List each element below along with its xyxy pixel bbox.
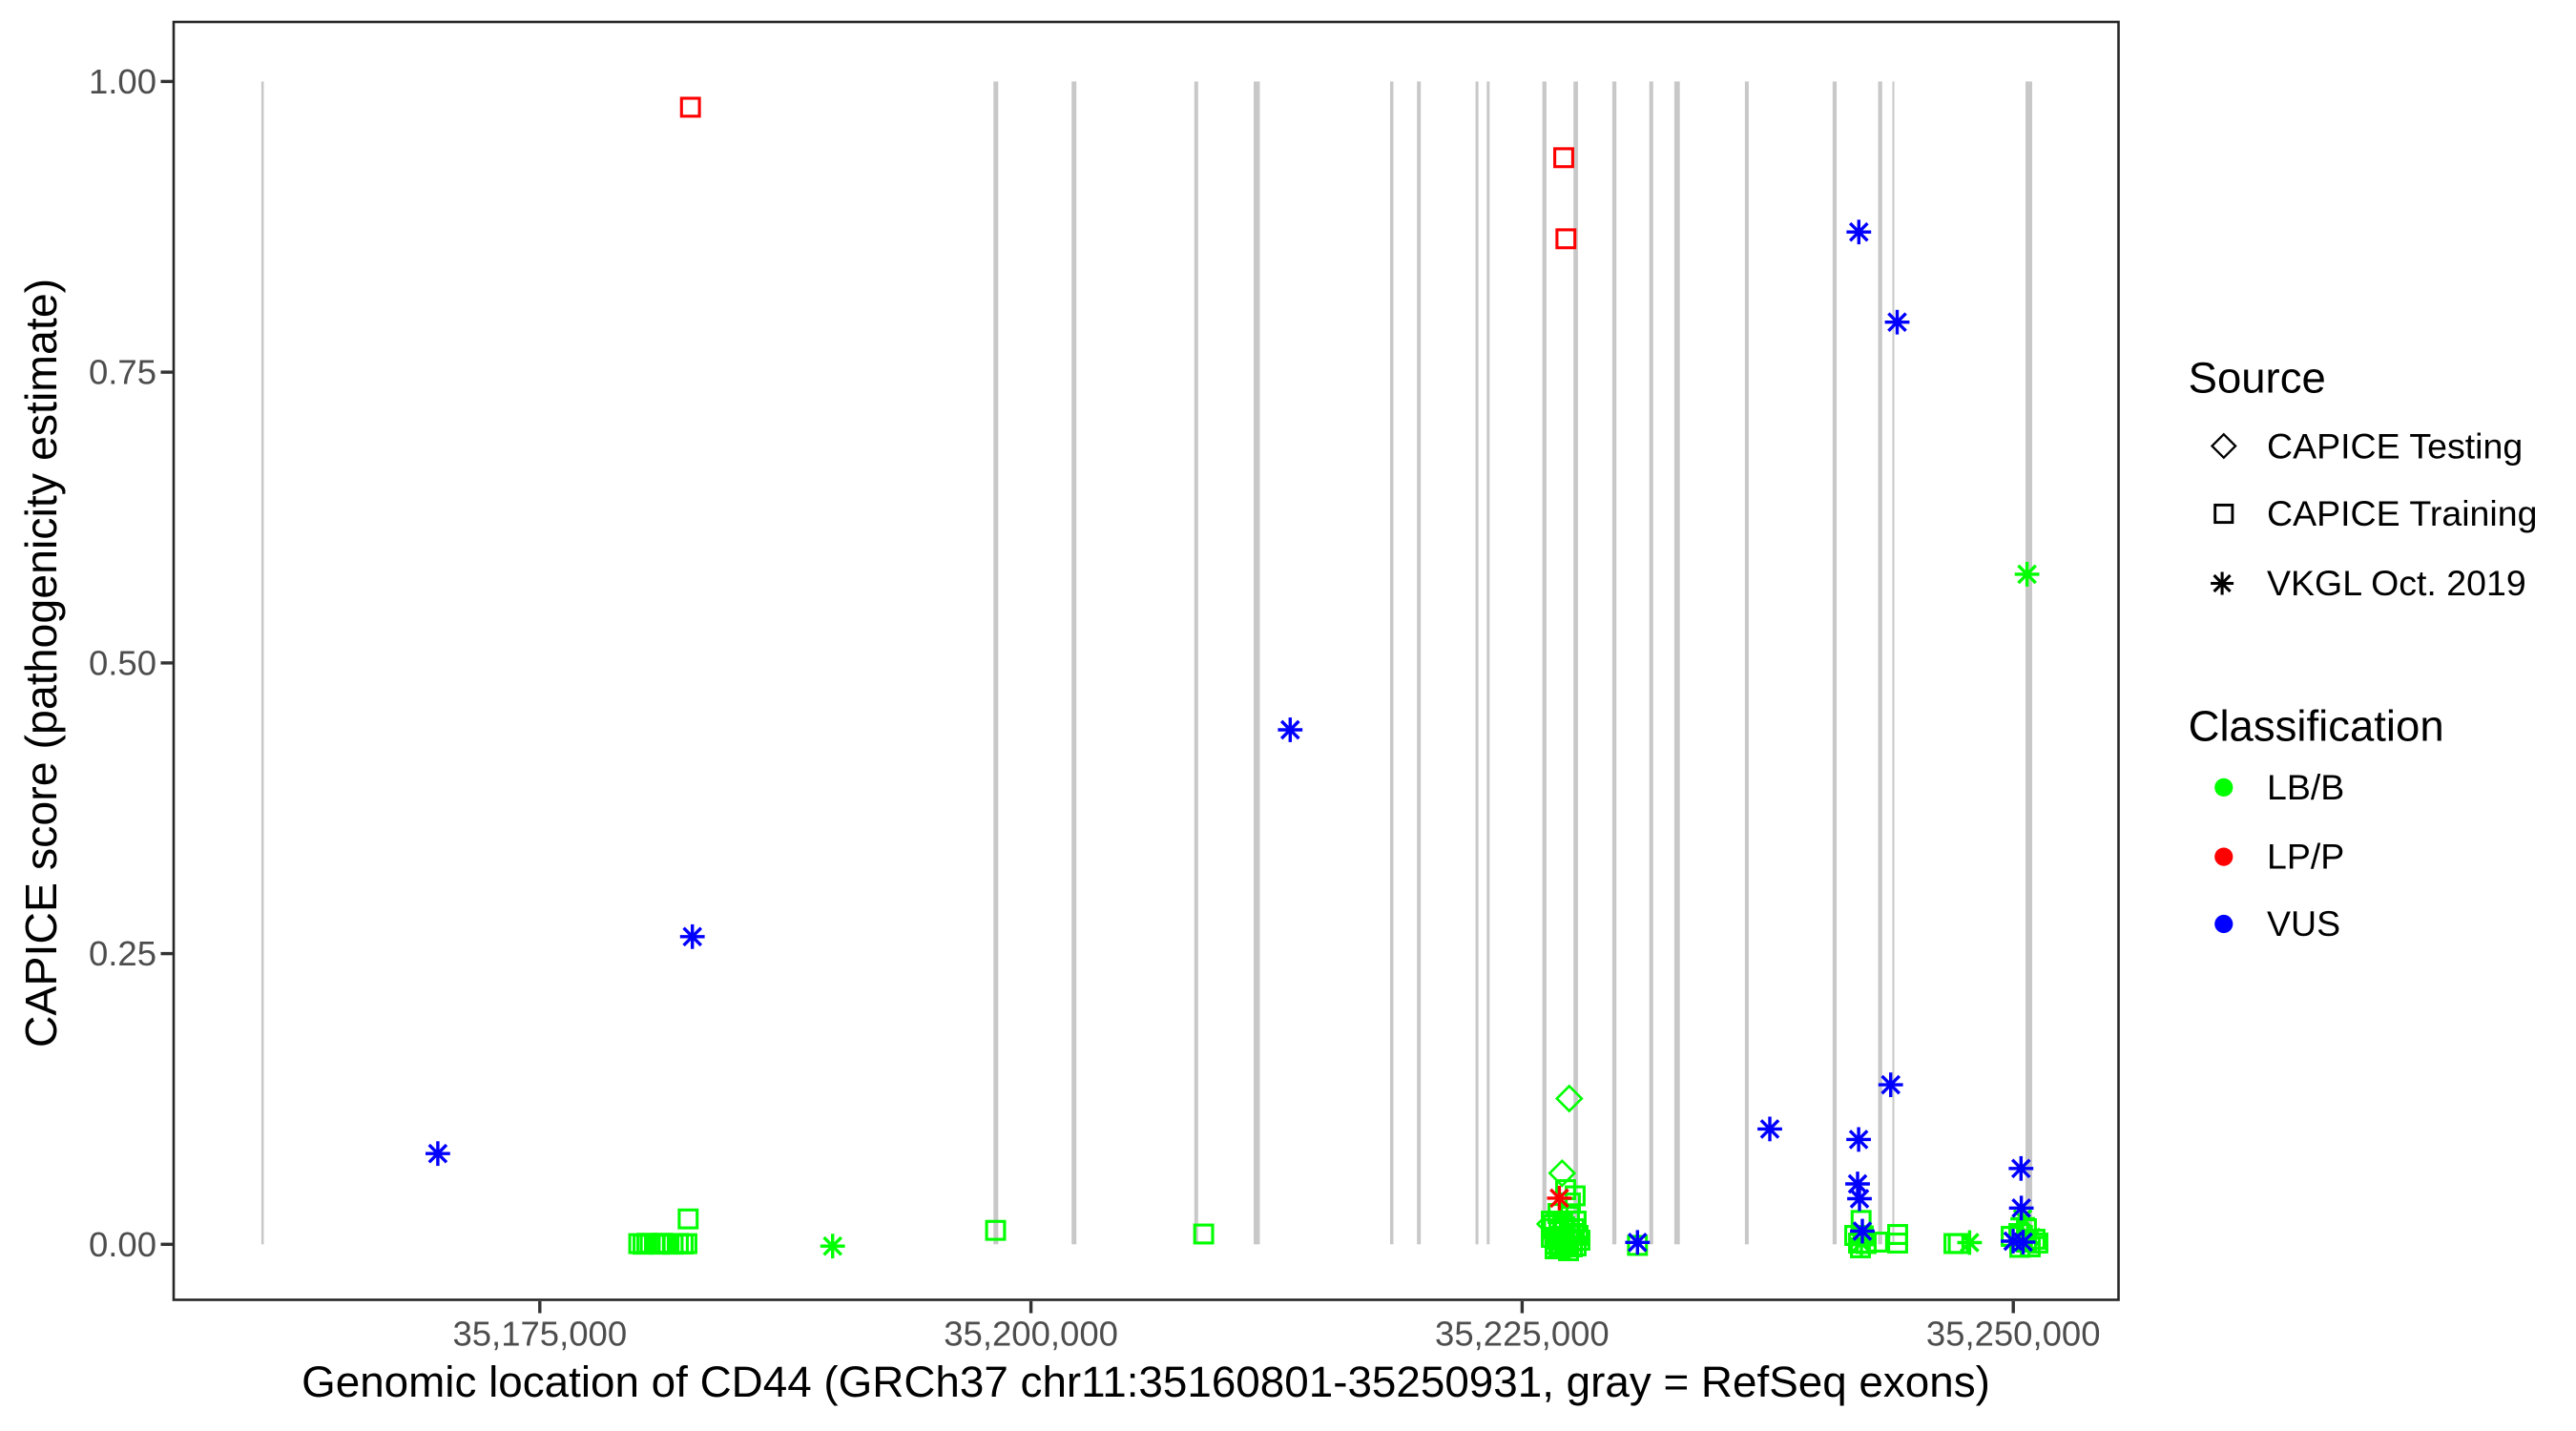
svg-text:Classification: Classification [2189,702,2444,751]
svg-text:35,250,000: 35,250,000 [1926,1315,2101,1354]
svg-text:LP/P: LP/P [2267,837,2344,877]
svg-text:0.75: 0.75 [89,353,156,392]
svg-text:CAPICE Testing: CAPICE Testing [2267,425,2523,466]
svg-text:CAPICE score (pathogenicity es: CAPICE score (pathogenicity estimate) [16,279,66,1047]
svg-text:LB/B: LB/B [2267,767,2344,807]
svg-text:Genomic location of CD44 (GRCh: Genomic location of CD44 (GRCh37 chr11:3… [301,1358,1990,1406]
svg-text:0.25: 0.25 [89,934,156,973]
svg-text:35,200,000: 35,200,000 [944,1315,1118,1354]
svg-text:Source: Source [2189,354,2326,403]
svg-text:1.00: 1.00 [89,62,156,101]
svg-text:VKGL Oct. 2019: VKGL Oct. 2019 [2267,563,2526,603]
svg-text:0.00: 0.00 [89,1225,156,1264]
svg-text:0.50: 0.50 [89,644,156,683]
svg-text:35,175,000: 35,175,000 [452,1315,627,1354]
svg-text:CAPICE Training: CAPICE Training [2267,493,2537,533]
svg-text:35,225,000: 35,225,000 [1435,1315,1610,1354]
svg-text:VUS: VUS [2267,903,2340,944]
